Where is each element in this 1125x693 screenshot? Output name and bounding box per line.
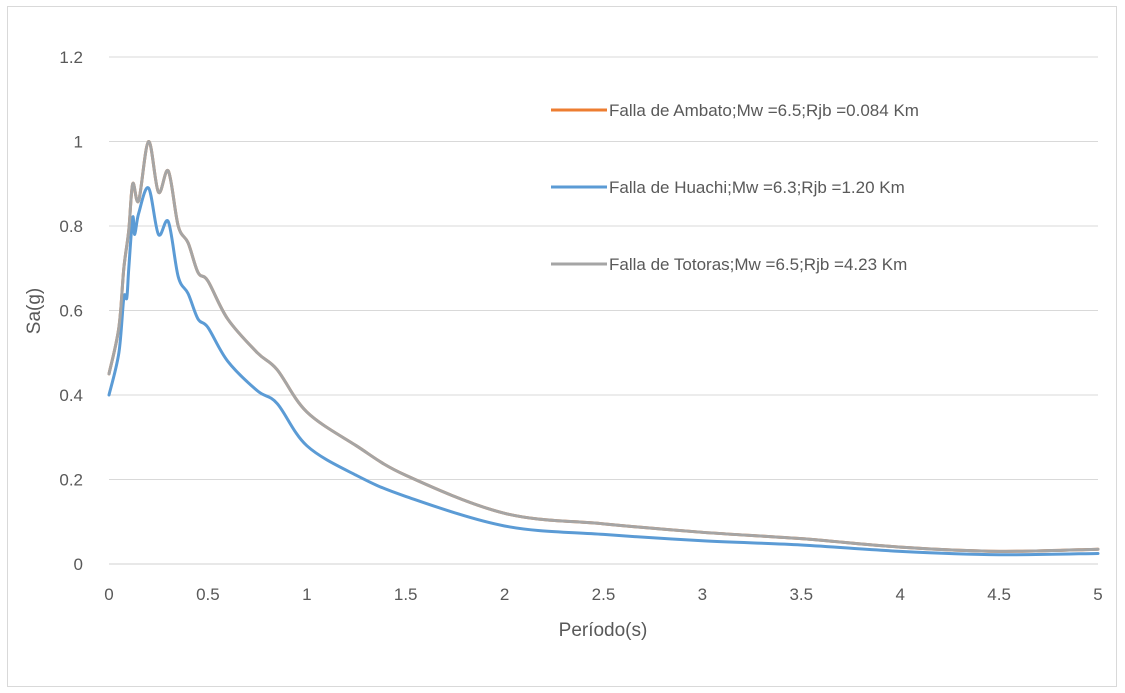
x-tick-label: 4 — [895, 585, 904, 604]
legend: Falla de Ambato;Mw =6.5;Rjb =0.084 Km Fal… — [551, 101, 919, 274]
x-tick-label: 2 — [500, 585, 509, 604]
y-tick-label: 0.4 — [59, 386, 83, 405]
x-tick-label: 3 — [698, 585, 707, 604]
x-tick-labels: 0 0.5 1 1.5 2 2.5 3 3.5 4 4.5 5 — [104, 585, 1102, 604]
y-tick-label: 1 — [74, 133, 83, 152]
x-tick-label: 2.5 — [592, 585, 616, 604]
x-tick-label: 3.5 — [789, 585, 813, 604]
legend-label: Falla de Huachi;Mw =6.3;Rjb =1.20 Km — [609, 178, 905, 197]
gridlines — [109, 56, 1098, 480]
x-tick-label: 4.5 — [987, 585, 1011, 604]
y-tick-label: 0.8 — [59, 217, 83, 236]
x-tick-label: 0 — [104, 585, 113, 604]
x-tick-label: 1.5 — [394, 585, 418, 604]
chart-frame — [7, 6, 1117, 687]
x-tick-label: 0.5 — [196, 585, 220, 604]
y-tick-labels: 0 0.2 0.4 0.6 0.8 1 1.2 — [59, 48, 83, 574]
x-axis-title: Período(s) — [559, 620, 648, 641]
y-tick-label: 0 — [74, 555, 83, 574]
y-tick-label: 1.2 — [59, 48, 83, 67]
y-axis-title: Sa(g) — [24, 288, 45, 334]
series-line-1 — [107, 139, 1100, 553]
series-line-2 — [107, 186, 1100, 557]
x-tick-label: 1 — [302, 585, 311, 604]
y-tick-label: 0.6 — [59, 302, 83, 321]
y-tick-label: 0.2 — [59, 471, 83, 490]
series-line-3 — [107, 139, 1100, 553]
legend-label: Falla de Ambato;Mw =6.5;Rjb =0.084 Km — [609, 101, 919, 120]
x-tick-label: 5 — [1093, 585, 1102, 604]
legend-label: Falla de Totoras;Mw =6.5;Rjb =4.23 Km — [609, 255, 907, 274]
series-lines — [107, 139, 1100, 557]
